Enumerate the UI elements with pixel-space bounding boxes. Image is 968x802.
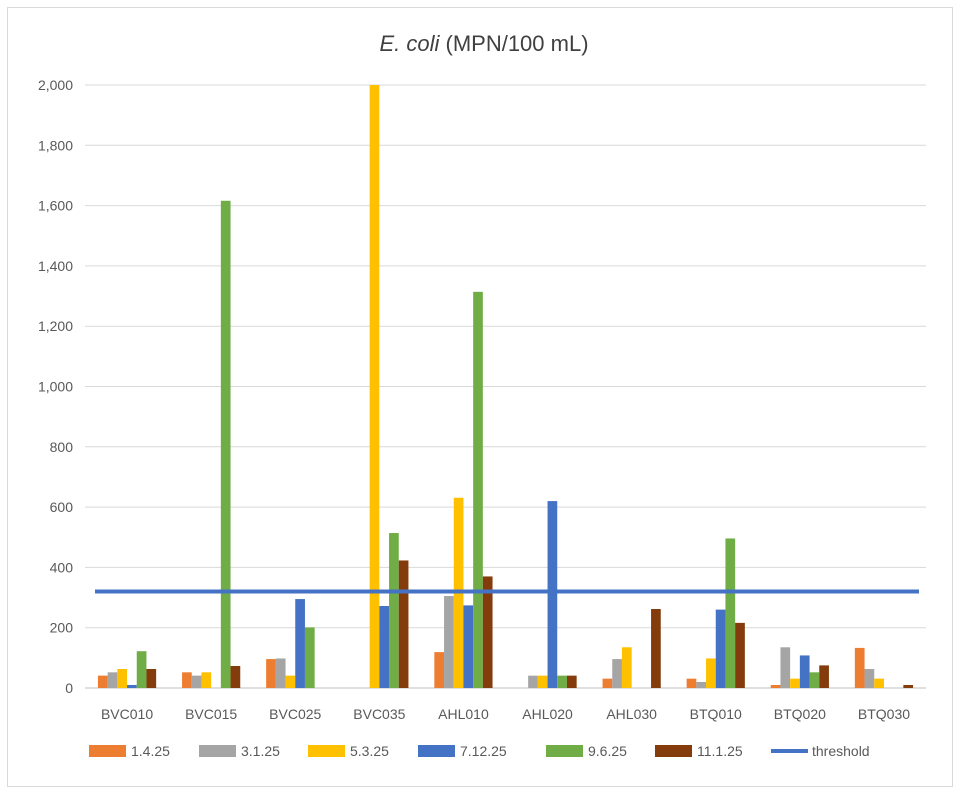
bar	[566, 675, 577, 688]
x-tick-label: BVC025	[269, 706, 321, 722]
legend-swatch	[418, 745, 455, 757]
bar	[903, 684, 914, 688]
bar	[97, 675, 108, 688]
chart-title-rest: (MPN/100 mL)	[439, 31, 588, 56]
x-tick-label: BTQ030	[858, 706, 910, 722]
bar	[612, 659, 622, 688]
bar	[266, 659, 276, 688]
y-tick-label: 400	[50, 559, 74, 575]
bar	[651, 609, 661, 688]
bar	[809, 672, 820, 688]
bar	[819, 665, 829, 688]
bar	[136, 651, 147, 688]
bar	[182, 672, 192, 688]
x-tick-label: AHL010	[438, 706, 489, 722]
legend-swatch	[546, 745, 583, 757]
bar	[434, 652, 445, 688]
bar	[220, 200, 231, 688]
legend-label: 11.1.25	[697, 743, 743, 759]
legend-label: threshold	[812, 743, 870, 759]
bar	[146, 669, 157, 688]
legend-label: 9.6.25	[588, 743, 627, 759]
y-tick-label: 1,000	[38, 379, 73, 395]
bar	[547, 501, 558, 688]
chart-title-italic: E. coli	[379, 31, 440, 56]
x-tick-label: AHL020	[522, 706, 573, 722]
bar	[117, 669, 128, 688]
bar	[864, 669, 875, 688]
bar	[389, 533, 399, 688]
y-tick-label: 800	[50, 439, 74, 455]
bar	[780, 647, 791, 688]
y-tick-label: 200	[50, 620, 74, 636]
x-tick-label: BVC010	[101, 706, 153, 722]
bar	[127, 684, 137, 688]
bar	[696, 681, 707, 688]
legend-label: 5.3.25	[350, 743, 389, 759]
bar	[537, 675, 548, 688]
bar	[463, 605, 474, 688]
bar	[482, 576, 493, 688]
bar	[230, 665, 241, 688]
bar	[854, 647, 865, 688]
legend-label: 1.4.25	[131, 743, 170, 759]
x-tick-label: AHL030	[606, 706, 657, 722]
bar	[557, 675, 567, 688]
bar	[275, 658, 286, 688]
legend-swatch	[199, 745, 236, 757]
y-tick-label: 1,200	[38, 318, 73, 334]
bar	[295, 599, 305, 688]
x-tick-label: BTQ020	[774, 706, 826, 722]
legend-label: 3.1.25	[241, 743, 280, 759]
x-tick-label: BVC015	[185, 706, 237, 722]
bar	[379, 605, 390, 688]
bar	[621, 647, 632, 688]
y-tick-label: 1,600	[38, 198, 73, 214]
bar	[369, 85, 380, 688]
bar	[874, 678, 884, 688]
y-tick-label: 1,800	[38, 137, 73, 153]
bar	[201, 672, 212, 688]
chart-title: E. coli (MPN/100 mL)	[379, 31, 588, 56]
y-tick-label: 2,000	[38, 77, 73, 93]
bar	[706, 658, 716, 688]
bar	[444, 596, 454, 688]
legend-swatch	[89, 745, 126, 757]
bar	[528, 675, 538, 688]
bar	[725, 538, 736, 688]
y-tick-label: 600	[50, 499, 74, 515]
y-tick-label: 0	[65, 680, 73, 696]
bar	[770, 684, 781, 688]
x-tick-label: BTQ010	[690, 706, 742, 722]
bar	[602, 678, 613, 688]
bar	[285, 675, 296, 688]
bar	[473, 291, 483, 688]
bar	[790, 678, 800, 688]
x-tick-label: BVC035	[353, 706, 405, 722]
bar	[191, 675, 202, 688]
bar	[398, 560, 409, 688]
legend-swatch	[655, 745, 692, 757]
bar	[799, 655, 810, 688]
legend-label: 7.12.25	[460, 743, 507, 759]
legend-swatch	[308, 745, 345, 757]
bar	[686, 678, 697, 688]
bar	[715, 609, 726, 688]
bar	[107, 672, 118, 688]
bar	[304, 627, 315, 688]
y-tick-label: 1,400	[38, 258, 73, 274]
bar	[735, 622, 745, 688]
